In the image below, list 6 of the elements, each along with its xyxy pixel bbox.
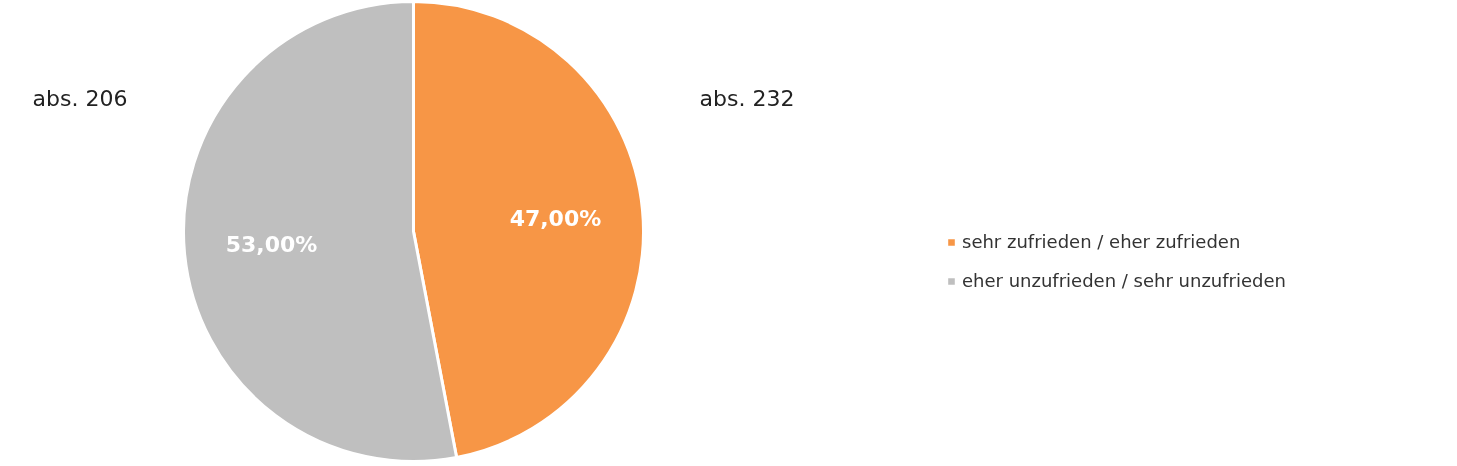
text: abs. 206 [32,85,128,111]
data-label: 47,00% [509,205,602,231]
data-label: 53,00% [225,232,318,258]
text: abs. 232 [699,85,795,111]
legend-label: eher unzufrieden / sehr unzufrieden [962,270,1286,291]
legend-label: sehr zufrieden / eher zufrieden [962,231,1241,252]
